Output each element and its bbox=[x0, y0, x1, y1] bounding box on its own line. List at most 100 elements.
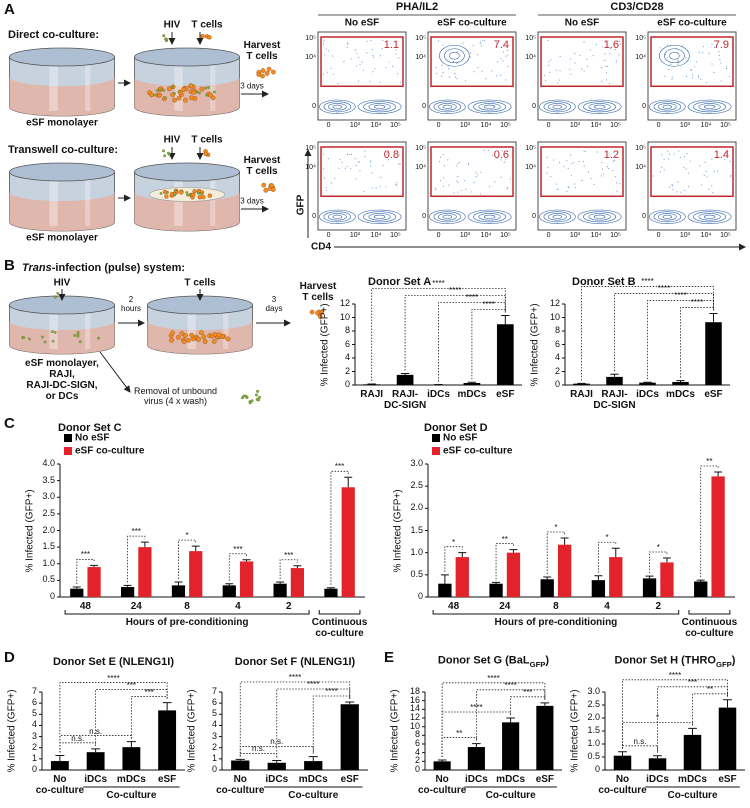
bar bbox=[557, 544, 572, 597]
bar bbox=[660, 562, 674, 597]
treatment-header: CD3/CD28 bbox=[610, 0, 664, 13]
x-tick-label: 10⁴ bbox=[480, 122, 492, 130]
error-bar bbox=[235, 758, 245, 761]
event bbox=[359, 170, 361, 172]
event bbox=[477, 54, 479, 56]
x-tick-label: 10⁴ bbox=[370, 232, 382, 240]
y-tick-label: 8 bbox=[414, 729, 420, 740]
event bbox=[566, 190, 568, 193]
x-tick-label: mDCs bbox=[496, 774, 526, 785]
y-tick-label: 2.5 bbox=[410, 480, 423, 491]
event bbox=[683, 166, 685, 168]
contour bbox=[577, 99, 622, 114]
significance-label: ** bbox=[706, 457, 713, 467]
y-tick-label: 1.0 bbox=[587, 738, 600, 749]
event bbox=[700, 78, 702, 80]
significance-bracket bbox=[597, 541, 617, 573]
event bbox=[480, 45, 482, 47]
y-tick-label: 1.5 bbox=[587, 725, 600, 736]
cell bbox=[78, 340, 82, 344]
flow-plot bbox=[427, 141, 517, 231]
x-tick-label: 8 bbox=[184, 601, 190, 612]
event bbox=[387, 159, 389, 161]
error-bar bbox=[653, 755, 662, 759]
cell bbox=[191, 90, 197, 95]
contour bbox=[649, 209, 686, 224]
significance-label: *** bbox=[131, 527, 141, 537]
bar bbox=[648, 758, 667, 770]
event bbox=[469, 56, 471, 58]
cell bbox=[169, 337, 174, 343]
event bbox=[549, 71, 551, 73]
contour bbox=[658, 103, 677, 111]
y-tick-label: 7 bbox=[31, 686, 37, 697]
y-tick-label: 10⁴ bbox=[305, 164, 316, 172]
schematic-label: 2 hours bbox=[120, 295, 142, 313]
schematic-label: 3 days bbox=[265, 295, 283, 313]
event bbox=[719, 58, 721, 61]
event bbox=[479, 42, 481, 45]
event bbox=[677, 60, 679, 62]
y-axis-label: GFP bbox=[295, 194, 307, 216]
y-tick-label: 0 bbox=[312, 212, 316, 220]
contour bbox=[543, 101, 572, 113]
y-tick-label: 0 bbox=[49, 591, 55, 602]
bar bbox=[502, 722, 520, 770]
significance-bracket bbox=[475, 689, 546, 741]
error-bar bbox=[225, 583, 234, 586]
event bbox=[395, 184, 397, 186]
event bbox=[601, 80, 603, 82]
y-tick-label: 4 bbox=[31, 719, 37, 730]
medium bbox=[9, 77, 115, 116]
significance-bracket bbox=[279, 559, 298, 580]
event bbox=[602, 46, 604, 48]
bar bbox=[273, 583, 287, 597]
significance-label: *** bbox=[284, 550, 294, 560]
event bbox=[435, 66, 437, 69]
cell bbox=[51, 330, 54, 333]
y-tick-label: 0.5 bbox=[587, 751, 600, 762]
event bbox=[609, 48, 612, 50]
error-bar bbox=[714, 471, 723, 477]
event bbox=[381, 48, 383, 50]
event bbox=[726, 152, 728, 154]
cell bbox=[22, 336, 26, 339]
y-axis-label: % Infected (GFP+) bbox=[392, 488, 404, 573]
event bbox=[467, 162, 469, 165]
panel-label: D bbox=[4, 649, 15, 666]
event bbox=[507, 54, 509, 56]
event bbox=[703, 174, 705, 176]
significance-label: ** bbox=[706, 685, 714, 694]
event bbox=[380, 176, 382, 179]
contour bbox=[363, 101, 397, 113]
y-tick-label: 2.0 bbox=[42, 524, 55, 535]
flow-plot bbox=[647, 31, 737, 121]
cell bbox=[177, 89, 181, 93]
event bbox=[437, 40, 440, 42]
medium bbox=[134, 192, 240, 231]
event bbox=[363, 190, 365, 193]
x-tick-label: 10⁵ bbox=[390, 122, 401, 130]
error-bar bbox=[543, 576, 552, 580]
cell bbox=[183, 97, 188, 103]
bar bbox=[267, 762, 286, 770]
x-tick-label: mDCs bbox=[666, 389, 695, 400]
event bbox=[614, 48, 616, 51]
bar bbox=[341, 487, 355, 597]
event bbox=[330, 67, 332, 69]
cell bbox=[28, 337, 31, 341]
error-bar bbox=[472, 743, 481, 748]
contour bbox=[693, 211, 727, 223]
x-tick-label: iDCs bbox=[265, 774, 289, 785]
event bbox=[388, 61, 390, 63]
cell bbox=[317, 314, 323, 320]
event bbox=[609, 53, 611, 55]
contour bbox=[662, 214, 673, 219]
error-bar bbox=[594, 575, 603, 581]
cell bbox=[207, 35, 212, 40]
x-tick-label: 10⁵ bbox=[610, 122, 621, 130]
x-tick-label: mDCs bbox=[678, 774, 707, 785]
error-bar bbox=[72, 586, 81, 589]
contour bbox=[543, 211, 572, 223]
bar bbox=[340, 704, 359, 770]
